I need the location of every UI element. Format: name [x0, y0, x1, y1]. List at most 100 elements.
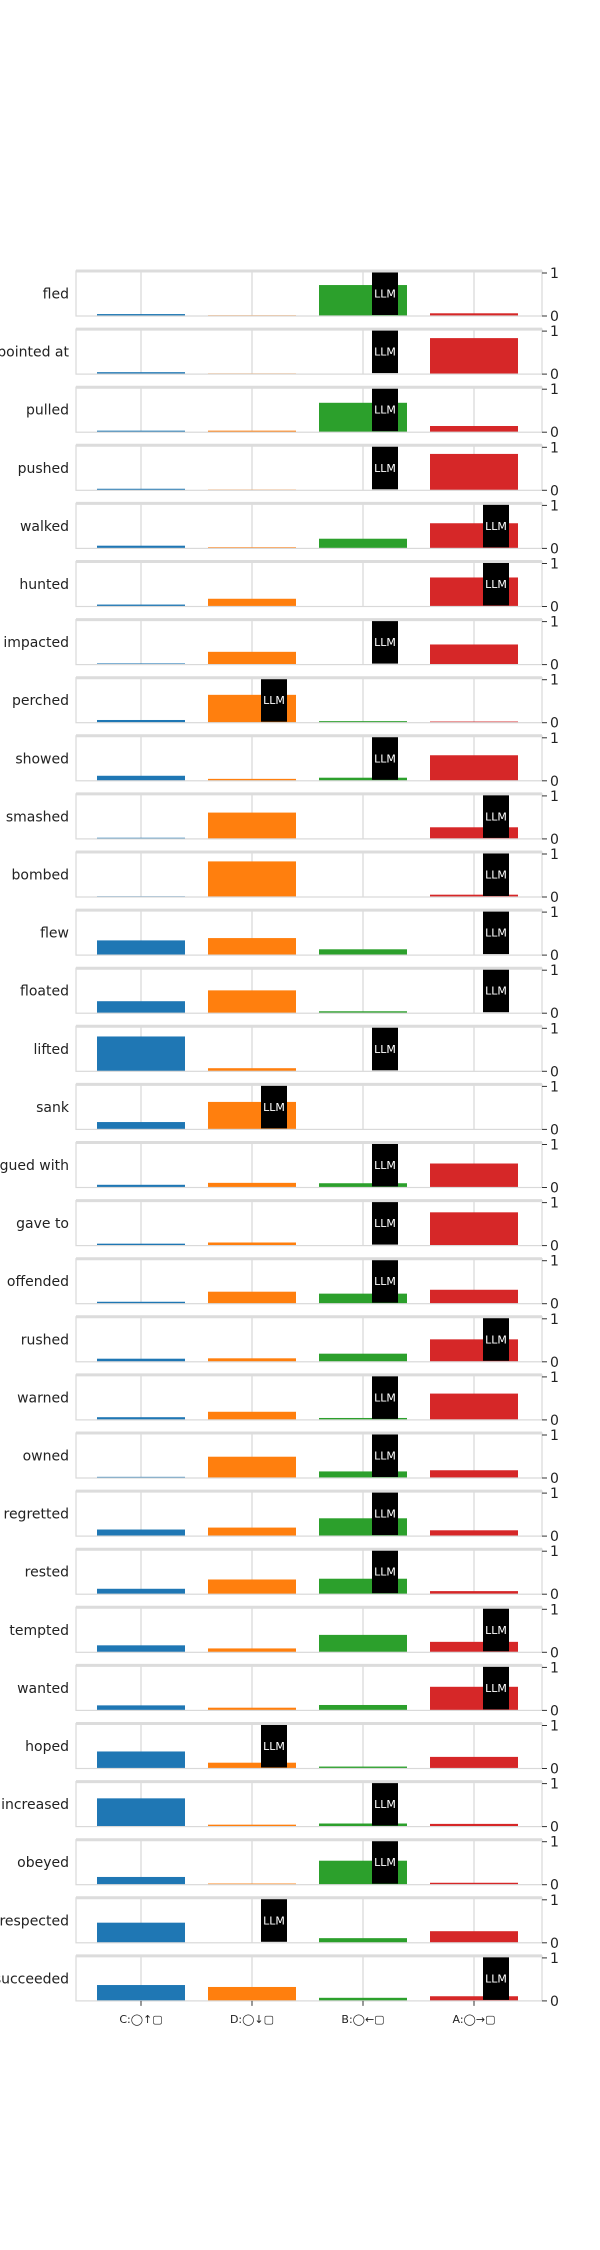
llm-marker [261, 678, 287, 722]
bar-A:◯→▢ [430, 1212, 518, 1246]
llm-marker [483, 1666, 509, 1710]
y-tick-label: 1 [550, 1719, 559, 1735]
row-label: showed [15, 751, 69, 767]
bar-C:◯↑▢ [97, 1588, 185, 1595]
llm-marker-label: LLM [263, 1914, 285, 1927]
panel-succeeded: LLM 0 1 succeeded [0, 1951, 559, 2010]
bar-B:◯←▢ [319, 1353, 407, 1362]
bar-D:◯↓▢ [208, 1068, 296, 1072]
panel-hunted: LLM 0 1 hunted [19, 557, 559, 616]
y-tick-label: 0 [550, 1820, 559, 1836]
llm-marker-label: LLM [485, 578, 507, 591]
llm-marker-label: LLM [485, 520, 507, 533]
y-tick-label: 1 [550, 615, 559, 631]
panel-rushed: LLM 0 1 rushed [21, 1312, 559, 1371]
bar-C:◯↑▢ [97, 1705, 185, 1711]
bar-D:◯↓▢ [208, 598, 296, 607]
bar-C:◯↑▢ [97, 1645, 185, 1653]
bar-C:◯↑▢ [97, 314, 185, 316]
bar-D:◯↓▢ [208, 1358, 296, 1362]
y-tick-label: 1 [550, 1951, 559, 1967]
bar-A:◯→▢ [430, 1882, 518, 1885]
bar-D:◯↓▢ [208, 1579, 296, 1595]
llm-marker [483, 1956, 509, 2000]
bar-B:◯←▢ [319, 1183, 407, 1188]
llm-marker [483, 1317, 509, 1361]
axes-frame [75, 677, 543, 724]
panel-wanted: LLM 0 1 wanted [17, 1660, 559, 1719]
llm-marker [483, 969, 509, 1013]
bar-B:◯←▢ [319, 1823, 407, 1827]
llm-marker-label: LLM [485, 1333, 507, 1346]
panel-owned: LLM 0 1 owned [23, 1428, 559, 1487]
row-label: warned [17, 1390, 69, 1406]
panel-perched: LLM 0 1 perched [12, 673, 559, 732]
row-label: perched [12, 693, 69, 709]
axes-frame [75, 386, 543, 433]
bar-C:◯↑▢ [97, 1798, 185, 1827]
llm-marker [261, 1724, 287, 1768]
y-tick-label: 0 [550, 541, 559, 557]
y-tick-label: 0 [550, 1297, 559, 1313]
y-tick-label: 1 [550, 1079, 559, 1095]
llm-marker [372, 620, 398, 664]
row-label: gave to [16, 1216, 69, 1232]
llm-marker-label: LLM [485, 869, 507, 882]
y-tick-label: 0 [550, 1122, 559, 1138]
panel-bombed: LLM 0 1 bombed [12, 847, 559, 906]
panel-tempted: LLM 0 1 tempted [9, 1602, 559, 1661]
llm-marker [483, 911, 509, 955]
bar-B:◯←▢ [319, 1417, 407, 1420]
llm-marker [483, 853, 509, 896]
bar-C:◯↑▢ [97, 1751, 185, 1769]
llm-marker [372, 330, 398, 374]
bar-D:◯↓▢ [208, 430, 296, 433]
row-label: rushed [21, 1332, 69, 1348]
y-tick-label: 0 [550, 1355, 559, 1371]
x-tick-label: D:◯↓▢ [230, 2013, 274, 2026]
x-tick-label: C:◯↑▢ [119, 2013, 162, 2026]
row-label: impacted [3, 635, 69, 651]
x-tick-label: A:◯→▢ [453, 2013, 496, 2026]
y-tick-label: 1 [550, 789, 559, 805]
llm-marker [372, 1550, 398, 1594]
y-tick-label: 0 [550, 1762, 559, 1778]
bar-D:◯↓▢ [208, 861, 296, 897]
llm-marker [372, 1375, 398, 1419]
panel-walked: LLM 0 1 walked [20, 498, 559, 557]
bar-D:◯↓▢ [208, 812, 296, 839]
bar-A:◯→▢ [430, 1591, 518, 1595]
panel-impacted: LLM 0 1 impacted [3, 615, 559, 674]
bar-C:◯↑▢ [97, 430, 185, 433]
bar-A:◯→▢ [430, 1823, 518, 1827]
panel-regretted: LLM 0 1 regretted [4, 1486, 559, 1545]
y-tick-label: 1 [550, 1196, 559, 1212]
bar-D:◯↓▢ [208, 651, 296, 665]
bar-A:◯→▢ [430, 644, 518, 665]
y-tick-label: 0 [550, 1471, 559, 1487]
bar-B:◯←▢ [319, 721, 407, 723]
panel-warned: LLM 0 1 warned [17, 1370, 559, 1429]
bar-C:◯↑▢ [97, 1184, 185, 1188]
llm-marker-label: LLM [374, 1217, 396, 1230]
row-label: smashed [6, 809, 69, 825]
y-tick-label: 0 [550, 716, 559, 732]
y-tick-label: 0 [550, 1936, 559, 1952]
llm-marker [372, 1259, 398, 1303]
row-label: floated [20, 984, 69, 1000]
panel-smashed: LLM 0 1 smashed [6, 789, 559, 848]
y-tick-label: 1 [550, 963, 559, 979]
llm-marker-label: LLM [263, 1101, 285, 1114]
bar-C:◯↑▢ [97, 604, 185, 607]
y-tick-label: 0 [550, 425, 559, 441]
bar-A:◯→▢ [430, 1470, 518, 1478]
y-tick-label: 0 [550, 948, 559, 964]
panel-pointed-at: LLM 0 1 pointed at [0, 324, 559, 383]
y-tick-label: 1 [550, 1835, 559, 1851]
llm-marker [483, 794, 509, 838]
y-tick-label: 1 [550, 1021, 559, 1037]
row-label: offended [7, 1274, 69, 1290]
y-tick-label: 0 [550, 600, 559, 616]
y-tick-label: 1 [550, 382, 559, 398]
